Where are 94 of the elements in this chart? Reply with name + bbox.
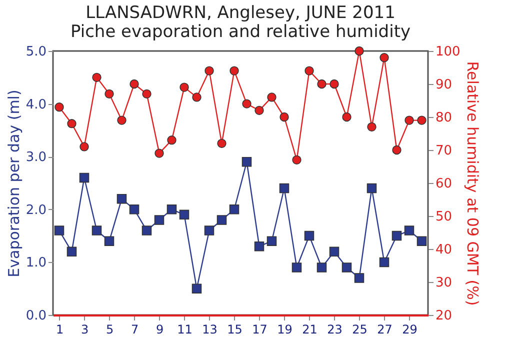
point	[342, 112, 352, 122]
point	[317, 79, 326, 89]
y-tick-label: 1.0	[26, 256, 46, 271]
point	[130, 79, 139, 89]
point	[254, 241, 264, 252]
x-tick-label: 7	[130, 322, 139, 336]
point	[104, 236, 114, 246]
x-tick-label: 15	[227, 322, 242, 336]
x-tick-label: 29	[402, 322, 418, 336]
point	[242, 99, 252, 108]
y2-tick-label: 90	[436, 78, 452, 92]
point	[142, 89, 152, 98]
point	[116, 194, 127, 204]
point	[204, 226, 214, 236]
point	[392, 145, 402, 155]
point	[329, 246, 340, 257]
chart-title: LLANSADWRN, Anglesey, JUNE 2011	[86, 3, 396, 23]
point	[379, 257, 390, 268]
point	[404, 116, 414, 125]
y2-tick-label: 80	[436, 110, 452, 126]
y-tick-label: 0.0	[26, 308, 46, 324]
point	[142, 226, 152, 236]
point	[366, 183, 377, 194]
point	[254, 106, 264, 115]
point	[180, 82, 189, 92]
point	[79, 172, 90, 183]
point	[54, 226, 64, 236]
point	[279, 183, 290, 194]
point	[316, 262, 327, 272]
x-tick-label: 13	[202, 322, 218, 336]
point	[242, 157, 252, 167]
point	[380, 53, 389, 62]
y2-tick-label: 60	[436, 176, 452, 192]
point	[154, 148, 164, 158]
point	[66, 246, 77, 257]
point	[230, 66, 239, 76]
y-axis-title: Evaporation per day (ml)	[4, 90, 23, 278]
point	[80, 142, 89, 152]
y-tick-label: 2.0	[26, 202, 46, 218]
y-tick-label: 4.0	[26, 97, 46, 112]
point	[217, 138, 226, 148]
x-tick-label: 1	[56, 322, 64, 336]
point	[267, 92, 276, 102]
point	[129, 204, 140, 214]
point	[117, 116, 126, 125]
point	[280, 112, 289, 122]
x-tick-label: 11	[177, 322, 192, 336]
point	[292, 262, 302, 272]
point	[354, 273, 364, 283]
point	[92, 226, 102, 236]
point	[54, 102, 64, 112]
y-tick-label: 3.0	[26, 150, 46, 166]
point	[179, 210, 190, 220]
x-tick-label: 23	[327, 322, 342, 336]
point	[192, 284, 202, 294]
x-tick-label: 9	[156, 322, 164, 336]
point	[342, 262, 352, 272]
y2-tick-label: 100	[436, 44, 460, 60]
y2-tick-label: 30	[436, 276, 452, 290]
point	[104, 89, 114, 98]
point	[229, 204, 240, 214]
point	[292, 155, 302, 164]
x-tick-label: 21	[302, 322, 318, 336]
point	[404, 226, 414, 236]
point	[330, 79, 339, 89]
point	[367, 122, 376, 132]
point	[167, 136, 176, 145]
y2-tick-label: 70	[436, 144, 452, 158]
y-tick-label: 5.0	[26, 44, 46, 60]
point	[166, 204, 177, 214]
point	[417, 116, 426, 125]
point	[304, 230, 314, 241]
point	[354, 46, 364, 56]
x-tick-label: 27	[377, 322, 392, 336]
point	[67, 119, 76, 128]
x-tick-label: 25	[352, 322, 368, 336]
chart-subtitle: Piche evaporation and relative humidity	[70, 22, 411, 42]
y2-tick-label: 50	[436, 210, 452, 224]
point	[392, 230, 402, 241]
x-tick-label: 5	[106, 322, 114, 336]
y2-tick-label: 40	[436, 242, 452, 258]
y2-axis-title: Relative humidity at 09 GMT (%)	[463, 61, 482, 306]
x-tick-label: 3	[80, 322, 89, 336]
point	[192, 92, 202, 102]
point	[154, 215, 164, 225]
x-tick-label: 19	[277, 322, 292, 336]
point	[92, 72, 102, 82]
point	[216, 215, 227, 225]
point	[204, 66, 214, 76]
point	[416, 236, 427, 246]
point	[304, 66, 314, 76]
y2-tick-label: 20	[436, 308, 452, 324]
x-tick-label: 17	[252, 322, 268, 336]
point	[266, 236, 277, 246]
